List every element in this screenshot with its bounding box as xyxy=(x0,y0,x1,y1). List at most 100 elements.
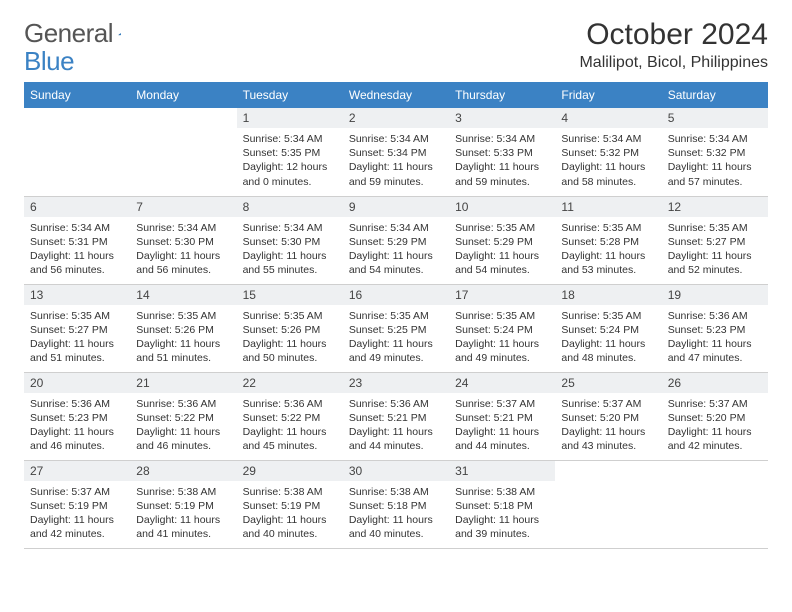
calendar-cell: 7 Sunrise: 5:34 AMSunset: 5:30 PMDaylight… xyxy=(130,196,236,284)
calendar-cell: 9Sunrise: 5:34 AMSunset: 5:29 PMDaylight… xyxy=(343,196,449,284)
day-body: Sunrise: 5:35 AMSunset: 5:24 PMDaylight:… xyxy=(555,305,661,372)
sunrise-line: Sunrise: 5:34 AM xyxy=(243,132,337,146)
day-number: 17 xyxy=(449,285,555,305)
day-number: 4 xyxy=(555,108,661,128)
day-number: 2 xyxy=(343,108,449,128)
day-body: Sunrise: 5:34 AMSunset: 5:31 PMDaylight:… xyxy=(24,217,130,284)
sunrise-line: Sunrise: 5:36 AM xyxy=(136,397,230,411)
day-body: Sunrise: 5:37 AMSunset: 5:19 PMDaylight:… xyxy=(24,481,130,548)
daylight-line: Daylight: 11 hours and 43 minutes. xyxy=(561,425,655,453)
daylight-line: Daylight: 11 hours and 56 minutes. xyxy=(30,249,124,277)
day-number: 23 xyxy=(343,373,449,393)
calendar-cell xyxy=(24,108,130,196)
day-number: 18 xyxy=(555,285,661,305)
day-number: 21 xyxy=(130,373,236,393)
day-number: 22 xyxy=(237,373,343,393)
day-body: Sunrise: 5:37 AMSunset: 5:21 PMDaylight:… xyxy=(449,393,555,460)
day-number: 14 xyxy=(130,285,236,305)
sunrise-line: Sunrise: 5:35 AM xyxy=(243,309,337,323)
logo-word-1: General xyxy=(24,18,113,49)
sunrise-line: Sunrise: 5:34 AM xyxy=(668,132,762,146)
daylight-line: Daylight: 11 hours and 46 minutes. xyxy=(30,425,124,453)
calendar-cell: 23Sunrise: 5:36 AMSunset: 5:21 PMDayligh… xyxy=(343,372,449,460)
daylight-line: Daylight: 11 hours and 59 minutes. xyxy=(349,160,443,188)
logo-triangle-icon xyxy=(118,23,121,45)
sunset-line: Sunset: 5:26 PM xyxy=(243,323,337,337)
calendar-row: 6Sunrise: 5:34 AMSunset: 5:31 PMDaylight… xyxy=(24,196,768,284)
day-number: 15 xyxy=(237,285,343,305)
sunrise-line: Sunrise: 5:36 AM xyxy=(349,397,443,411)
day-body: Sunrise: 5:38 AMSunset: 5:18 PMDaylight:… xyxy=(449,481,555,548)
day-header: Sunday xyxy=(24,82,130,108)
sunset-line: Sunset: 5:20 PM xyxy=(561,411,655,425)
day-body: Sunrise: 5:34 AMSunset: 5:33 PMDaylight:… xyxy=(449,128,555,195)
sunrise-line: Sunrise: 5:35 AM xyxy=(455,309,549,323)
sunrise-line: Sunrise: 5:37 AM xyxy=(455,397,549,411)
calendar-cell: 4Sunrise: 5:34 AMSunset: 5:32 PMDaylight… xyxy=(555,108,661,196)
day-number: 7 xyxy=(130,197,236,217)
sunrise-line: Sunrise: 5:38 AM xyxy=(136,485,230,499)
calendar-row: 13Sunrise: 5:35 AMSunset: 5:27 PMDayligh… xyxy=(24,284,768,372)
sunrise-line: Sunrise: 5:34 AM xyxy=(349,221,443,235)
daylight-line: Daylight: 11 hours and 51 minutes. xyxy=(136,337,230,365)
sunset-line: Sunset: 5:24 PM xyxy=(561,323,655,337)
sunrise-line: Sunrise: 5:35 AM xyxy=(30,309,124,323)
sunrise-line: Sunrise: 5:35 AM xyxy=(561,221,655,235)
calendar-row: 1Sunrise: 5:34 AMSunset: 5:35 PMDaylight… xyxy=(24,108,768,196)
calendar-cell: 16Sunrise: 5:35 AMSunset: 5:25 PMDayligh… xyxy=(343,284,449,372)
day-body: Sunrise: 5:38 AMSunset: 5:19 PMDaylight:… xyxy=(237,481,343,548)
day-number: 31 xyxy=(449,461,555,481)
calendar-row: 27Sunrise: 5:37 AMSunset: 5:19 PMDayligh… xyxy=(24,460,768,548)
sunset-line: Sunset: 5:34 PM xyxy=(349,146,443,160)
day-number: 10 xyxy=(449,197,555,217)
day-body: Sunrise: 5:35 AMSunset: 5:25 PMDaylight:… xyxy=(343,305,449,372)
day-number: 16 xyxy=(343,285,449,305)
sunset-line: Sunset: 5:26 PM xyxy=(136,323,230,337)
day-header: Thursday xyxy=(449,82,555,108)
sunrise-line: Sunrise: 5:38 AM xyxy=(455,485,549,499)
calendar-cell: 22Sunrise: 5:36 AMSunset: 5:22 PMDayligh… xyxy=(237,372,343,460)
daylight-line: Daylight: 12 hours and 0 minutes. xyxy=(243,160,337,188)
sunrise-line: Sunrise: 5:38 AM xyxy=(349,485,443,499)
calendar-cell: 10Sunrise: 5:35 AMSunset: 5:29 PMDayligh… xyxy=(449,196,555,284)
daylight-line: Daylight: 11 hours and 51 minutes. xyxy=(30,337,124,365)
sunset-line: Sunset: 5:22 PM xyxy=(136,411,230,425)
daylight-line: Daylight: 11 hours and 42 minutes. xyxy=(668,425,762,453)
daylight-line: Daylight: 11 hours and 40 minutes. xyxy=(349,513,443,541)
day-body: Sunrise: 5:35 AMSunset: 5:28 PMDaylight:… xyxy=(555,217,661,284)
daylight-line: Daylight: 11 hours and 53 minutes. xyxy=(561,249,655,277)
sunrise-line: Sunrise: 5:34 AM xyxy=(30,221,124,235)
day-body: Sunrise: 5:35 AMSunset: 5:27 PMDaylight:… xyxy=(662,217,768,284)
daylight-line: Daylight: 11 hours and 56 minutes. xyxy=(136,249,230,277)
calendar-cell: 28Sunrise: 5:38 AMSunset: 5:19 PMDayligh… xyxy=(130,460,236,548)
day-header: Friday xyxy=(555,82,661,108)
sunset-line: Sunset: 5:31 PM xyxy=(30,235,124,249)
day-body: Sunrise: 5:37 AMSunset: 5:20 PMDaylight:… xyxy=(662,393,768,460)
sunrise-line: Sunrise: 5:35 AM xyxy=(668,221,762,235)
sunset-line: Sunset: 5:21 PM xyxy=(455,411,549,425)
daylight-line: Daylight: 11 hours and 54 minutes. xyxy=(349,249,443,277)
daylight-line: Daylight: 11 hours and 44 minutes. xyxy=(349,425,443,453)
daylight-line: Daylight: 11 hours and 58 minutes. xyxy=(561,160,655,188)
sunset-line: Sunset: 5:32 PM xyxy=(668,146,762,160)
calendar-head: SundayMondayTuesdayWednesdayThursdayFrid… xyxy=(24,82,768,108)
calendar-body: 1Sunrise: 5:34 AMSunset: 5:35 PMDaylight… xyxy=(24,108,768,548)
daylight-line: Daylight: 11 hours and 45 minutes. xyxy=(243,425,337,453)
sunrise-line: Sunrise: 5:34 AM xyxy=(136,221,230,235)
calendar-cell xyxy=(555,460,661,548)
calendar-cell xyxy=(662,460,768,548)
day-number: 29 xyxy=(237,461,343,481)
daylight-line: Daylight: 11 hours and 40 minutes. xyxy=(243,513,337,541)
sunset-line: Sunset: 5:20 PM xyxy=(668,411,762,425)
calendar-cell: 25Sunrise: 5:37 AMSunset: 5:20 PMDayligh… xyxy=(555,372,661,460)
sunrise-line: Sunrise: 5:35 AM xyxy=(136,309,230,323)
daylight-line: Daylight: 11 hours and 54 minutes. xyxy=(455,249,549,277)
day-number: 25 xyxy=(555,373,661,393)
location: Malilipot, Bicol, Philippines xyxy=(579,54,768,72)
sunset-line: Sunset: 5:30 PM xyxy=(136,235,230,249)
day-body: Sunrise: 5:36 AMSunset: 5:22 PMDaylight:… xyxy=(130,393,236,460)
day-body: Sunrise: 5:34 AMSunset: 5:30 PMDaylight:… xyxy=(237,217,343,284)
daylight-line: Daylight: 11 hours and 52 minutes. xyxy=(668,249,762,277)
daylight-line: Daylight: 11 hours and 49 minutes. xyxy=(455,337,549,365)
sunrise-line: Sunrise: 5:34 AM xyxy=(349,132,443,146)
